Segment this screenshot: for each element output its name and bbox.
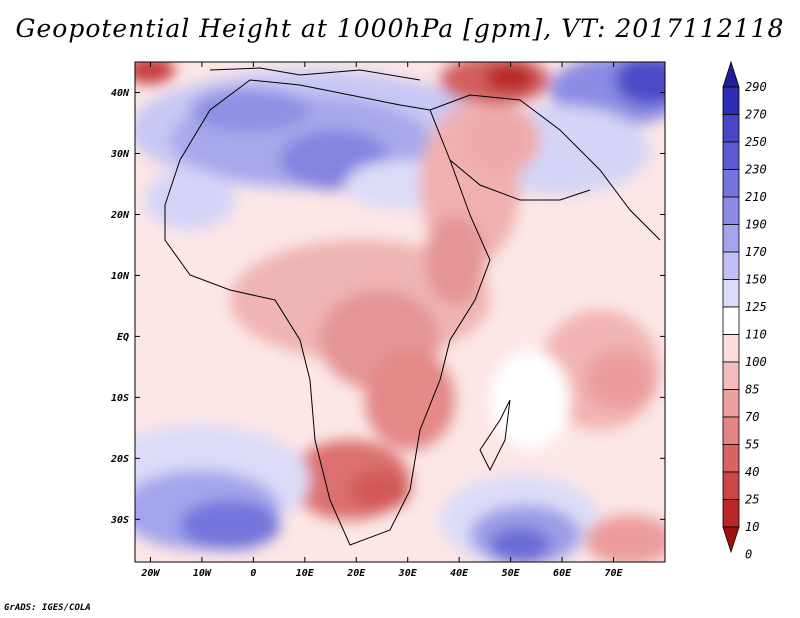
lon-tick-label: 0: [250, 568, 256, 579]
colorbar-bin: [722, 334, 740, 363]
lon-tick-label: 20E: [346, 568, 366, 579]
colorbar-bin: [722, 306, 740, 335]
lat-tick-label: 30N: [110, 149, 130, 160]
colorbar-label: 25: [745, 493, 759, 507]
colorbar-bin: [722, 224, 740, 253]
lon-tick-label: 70E: [605, 568, 624, 579]
grads-credit: GrADS: IGES/COLA: [4, 603, 91, 613]
colorbar-label: 110: [745, 328, 767, 342]
longitude-axis: 20W 10W 0 10E 20E 30E 40E 50E 60E 70E: [140, 62, 624, 579]
colorbar-bin: [722, 141, 740, 170]
lon-tick-label: 10W: [193, 568, 212, 579]
colorbar-label: 0: [745, 548, 752, 562]
map-title: Geopotential Height at 1000hPa [gpm], VT…: [15, 14, 785, 43]
colorbar: 2902702502302101901701501251101008570554…: [722, 60, 767, 562]
lat-tick-label: 10N: [111, 271, 130, 282]
colorbar-bin: [722, 444, 740, 473]
latitude-axis: 40N 30N 20N 10N EQ 10S 20S 30S: [110, 88, 665, 526]
colorbar-bin: [722, 279, 740, 308]
colorbar-label: 100: [745, 355, 767, 369]
colorbar-top-arrow: [722, 60, 740, 88]
colorbar-label: 250: [745, 135, 767, 149]
lon-tick-label: 40E: [450, 568, 469, 579]
colorbar-label: 10: [745, 520, 759, 534]
colorbar-label: 150: [745, 273, 767, 287]
colorbar-label: 170: [745, 245, 767, 259]
colorbar-label: 210: [745, 190, 767, 204]
colorbar-bin: [722, 114, 740, 143]
colorbar-label: 190: [745, 218, 767, 232]
lat-tick-label: 20S: [110, 454, 129, 465]
lon-tick-label: 50E: [502, 568, 521, 579]
colorbar-label: 230: [745, 163, 767, 177]
colorbar-bin: [722, 169, 740, 198]
colorbar-label: 290: [745, 80, 767, 94]
colorbar-bin: [722, 86, 740, 115]
colorbar-label: 270: [745, 108, 767, 122]
colorbar-bottom-arrow: [722, 526, 740, 554]
lon-tick-label: 20W: [140, 568, 160, 579]
colorbar-bin: [722, 196, 740, 225]
colorbar-bin: [722, 389, 740, 418]
colorbar-label: 55: [745, 438, 759, 452]
colorbar-label: 40: [745, 465, 759, 479]
lat-tick-label: 40N: [111, 88, 130, 99]
lon-tick-label: 10E: [296, 568, 315, 579]
colorbar-bin: [722, 416, 740, 445]
lat-tick-label: 30S: [110, 515, 129, 526]
colorbar-bin: [722, 471, 740, 500]
colorbar-label: 85: [745, 383, 759, 397]
colorbar-bin: [722, 499, 740, 528]
lon-tick-label: 30E: [398, 568, 418, 579]
colorbar-bin: [722, 361, 740, 390]
geopotential-field: [135, 62, 665, 562]
lon-tick-label: 60E: [553, 568, 572, 579]
colorbar-bin: [722, 251, 740, 280]
plot-frame: [134, 61, 666, 563]
colorbar-label: 125: [745, 300, 767, 314]
lat-tick-label: 10S: [111, 393, 129, 404]
lat-tick-label: 20N: [110, 210, 130, 221]
lat-tick-label: EQ: [117, 332, 129, 343]
colorbar-label: 70: [745, 410, 759, 424]
